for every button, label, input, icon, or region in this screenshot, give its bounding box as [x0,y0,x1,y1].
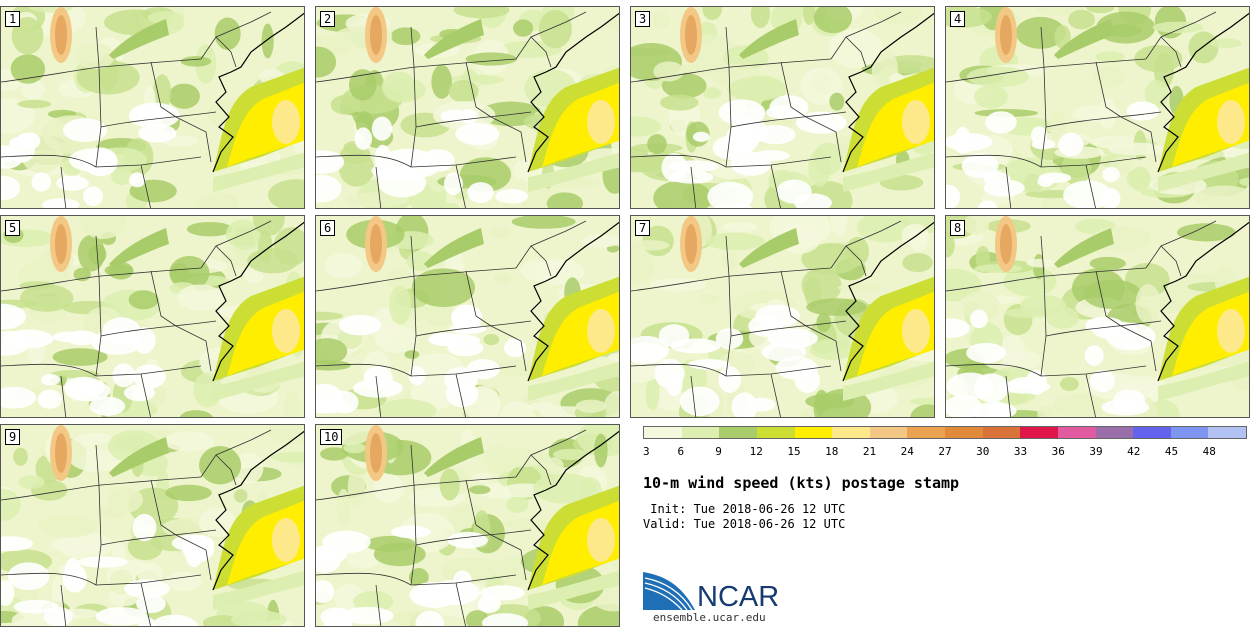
colorbar-tick-labels: 3 6 9 12 15 18 21 24 27 30 33 36 39 42 4… [643,445,1247,459]
panel-member-6: 6 [315,215,620,418]
colorbar-swatch [1057,427,1096,438]
wind-map [631,7,934,208]
init-time: Init: Tue 2018-06-26 12 UTC [643,502,846,516]
wind-map [1,425,304,626]
member-number: 9 [5,429,21,445]
tick-label: 21 [862,445,877,458]
panel-member-5: 5 [0,215,305,418]
panel-member-7: 7 [630,215,935,418]
colorbar-swatch [907,427,945,438]
member-number: 5 [5,220,21,236]
colorbar-swatch [832,427,870,438]
colorbar-swatch [794,427,833,438]
member-number: 7 [635,220,651,236]
wind-speed-colorbar [643,426,1247,439]
wind-map [946,216,1249,417]
wind-map [1,216,304,417]
wind-map [1,7,304,208]
panel-member-8: 8 [945,215,1250,418]
tick-label: 27 [938,445,952,458]
member-number: 3 [635,11,651,27]
colorbar-swatch [681,427,720,438]
colorbar-swatch [1095,427,1134,438]
tick-label: 48 [1202,445,1216,458]
member-number: 4 [950,11,966,27]
panel-member-1: 1 [0,6,305,209]
colorbar-swatch [1133,427,1171,438]
tick-label: 36 [1051,445,1065,458]
colorbar-swatch [982,427,1021,438]
colorbar-swatch [756,427,795,438]
member-number: 8 [950,220,966,236]
tick-label: 15 [787,445,801,458]
tick-label: 18 [825,445,839,458]
tick-label: 39 [1089,445,1103,458]
ncar-url: ensemble.ucar.edu [653,611,766,624]
colorbar-swatch [945,427,983,438]
tick-label: 24 [900,445,914,458]
panel-member-2: 2 [315,6,620,209]
tick-label: 12 [749,445,763,458]
ncar-wordmark: NCAR [697,581,780,613]
tick-label: 33 [1013,445,1028,458]
panel-member-9: 9 [0,424,305,627]
wind-map [631,216,934,417]
member-number: 1 [5,11,21,27]
tick-label: 6 [677,445,685,458]
panel-member-4: 4 [945,6,1250,209]
figure-title: 10-m wind speed (kts) postage stamp [643,474,960,492]
wind-map [946,7,1249,208]
member-number: 2 [320,11,336,27]
colorbar-swatch [1020,427,1058,438]
tick-label: 45 [1164,445,1179,458]
tick-label: 30 [976,445,990,458]
tick-label: 42 [1127,445,1141,458]
panel-member-3: 3 [630,6,935,209]
member-number: 10 [320,429,343,445]
colorbar-swatch [644,427,682,438]
member-number: 6 [320,220,336,236]
wind-map [316,425,619,626]
valid-time: Valid: Tue 2018-06-26 12 UTC [643,517,846,531]
colorbar-swatch [719,427,757,438]
panel-member-10: 10 [315,424,620,627]
wind-map [316,7,619,208]
colorbar-swatch [869,427,908,438]
tick-label: 3 [643,445,650,458]
colorbar-swatch [1208,427,1246,438]
tick-label: 9 [715,445,722,458]
wind-map [316,216,619,417]
colorbar-swatch [1170,427,1209,438]
ncar-logo-icon [643,572,695,611]
